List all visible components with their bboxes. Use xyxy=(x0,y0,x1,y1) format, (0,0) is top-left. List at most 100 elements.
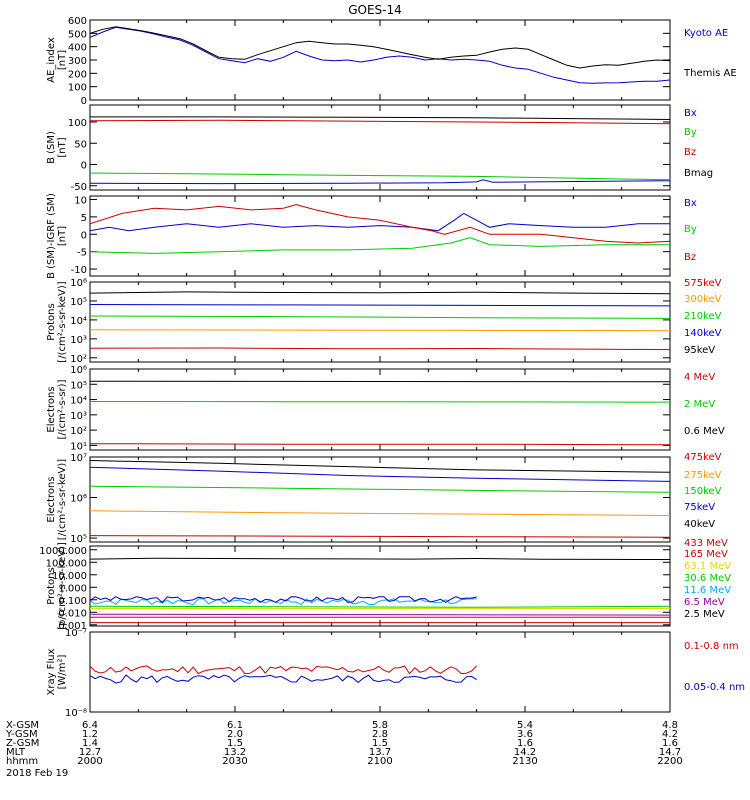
series-line xyxy=(90,443,670,446)
legend-entry: 63.1 MeV xyxy=(684,561,731,572)
y-tick-label: 1000.000 xyxy=(39,546,87,557)
panel-frame xyxy=(89,631,671,713)
footer-row-label: X-GSM xyxy=(6,720,39,731)
legend-entry: 40keV xyxy=(684,519,715,530)
series-line xyxy=(90,535,670,538)
y-tick-label: -5 xyxy=(77,248,87,259)
legend-entry: 4 MeV xyxy=(684,372,715,383)
legend-entry: 575keV xyxy=(684,278,722,289)
y-axis-label: B (SM)-IGRF (SM) xyxy=(46,193,57,279)
legend-entry: Bx xyxy=(684,108,697,119)
footer-value: 1.2 xyxy=(82,729,98,740)
series-line xyxy=(90,315,670,319)
y-tick-label: 500 xyxy=(68,29,87,40)
series-line xyxy=(90,26,670,84)
legend-entry: By xyxy=(684,224,697,235)
footer-date: 2018 Feb 19 xyxy=(6,768,68,779)
series-line xyxy=(90,172,670,181)
footer-value: 5.8 xyxy=(372,720,388,731)
y-axis-label: [/(cm²-s-sr-keV)] xyxy=(57,459,68,540)
y-tick-label: 10⁵ xyxy=(70,380,87,391)
legend-entry: Bz xyxy=(684,147,696,158)
y-tick-label: 10² xyxy=(70,354,87,365)
footer-row-label: hhmm xyxy=(6,756,38,767)
series-line xyxy=(90,510,670,516)
panel-electrons_mev: 10¹ 10² 10³ 10⁴ 10⁵ 10⁶ Electrons [/(cm²-s-sr)]… xyxy=(46,365,725,452)
legend-entry: 475keV xyxy=(684,452,722,463)
legend-entry: 2.5 MeV xyxy=(684,609,725,620)
series-line xyxy=(90,380,670,383)
y-tick-label: 10⁷ xyxy=(70,453,87,464)
panel-xray: 10⁻⁸ 10⁻⁷ Xray Flux [W/m²] 0.1-0.8 nm 0.05-0.… xyxy=(46,628,745,719)
series-line xyxy=(90,237,670,254)
chart-title: GOES-14 xyxy=(348,3,402,17)
series-line xyxy=(90,460,670,473)
y-tick-label: 5 xyxy=(81,213,87,224)
y-tick-label: 10⁶ xyxy=(70,365,87,376)
legend-entry: Bx xyxy=(684,198,697,209)
series-line xyxy=(90,596,477,604)
panel-frame xyxy=(89,281,671,363)
series-line xyxy=(90,605,670,608)
footer-value: 6.4 xyxy=(82,720,98,731)
y-axis-label: Xray Flux xyxy=(46,648,57,695)
legend-entry: 6.5 MeV xyxy=(684,597,725,608)
y-tick-label: 10⁵ xyxy=(70,297,87,308)
legend-entry: Themis AE xyxy=(683,68,737,79)
footer-value: 4.8 xyxy=(662,720,678,731)
series-line xyxy=(90,212,670,232)
series-line xyxy=(90,204,670,244)
legend-entry: Kyoto AE xyxy=(684,28,728,39)
series-line xyxy=(90,329,670,332)
y-tick-label: 0 xyxy=(81,161,87,172)
footer-value: 2.8 xyxy=(372,729,388,740)
y-tick-label: 600 xyxy=(68,16,87,27)
series-line xyxy=(90,26,670,69)
y-axis-label: Electrons xyxy=(46,476,57,522)
footer-row-label: Y-GSM xyxy=(5,729,38,740)
y-axis-label: AE_index xyxy=(46,37,57,83)
y-axis-label: Protons xyxy=(46,303,57,340)
y-axis-label: [nT] xyxy=(57,137,68,157)
footer-value: 13.7 xyxy=(369,747,391,758)
y-tick-label: 50 xyxy=(74,139,87,150)
y-tick-label: 0.100 xyxy=(58,596,87,607)
y-tick-label: 10⁶ xyxy=(70,278,87,289)
legend-entry: 210keV xyxy=(684,311,722,322)
footer-value: 1.6 xyxy=(517,738,533,749)
footer-value: 14.7 xyxy=(659,747,681,758)
footer-value: 1.5 xyxy=(372,738,388,749)
footer-value: 5.4 xyxy=(517,720,533,731)
legend-entry: 0.05-0.4 nm xyxy=(684,682,745,693)
series-line xyxy=(90,119,670,125)
legend-entry: 95keV xyxy=(684,345,715,356)
y-tick-label: 400 xyxy=(68,43,87,54)
series-line xyxy=(90,304,670,307)
y-tick-label: 10⁻⁸ xyxy=(65,708,87,719)
y-tick-label: 100 xyxy=(68,118,87,129)
footer-value: 1.4 xyxy=(82,738,98,749)
y-axis-label: [W/m²] xyxy=(57,654,68,689)
legend-entry: Bz xyxy=(684,252,696,263)
y-tick-label: 0.010 xyxy=(58,608,87,619)
y-axis-label: [/(cm²-s-sr-keV)] xyxy=(57,281,68,362)
footer-value: 2100 xyxy=(367,756,392,767)
y-axis-label: [nT] xyxy=(57,50,68,70)
y-tick-label: 200 xyxy=(68,69,87,80)
y-tick-label: 0 xyxy=(81,230,87,241)
legend-entry: By xyxy=(684,127,697,138)
series-line xyxy=(90,613,670,616)
y-tick-label: 10⁴ xyxy=(70,396,87,407)
footer-value: 12.7 xyxy=(79,747,101,758)
legend-entry: 11.6 MeV xyxy=(684,585,731,596)
panel-bsm: -50 0 50 100 B (SM) [nT] Bx By Bz Bmag xyxy=(46,104,713,193)
series-line xyxy=(90,401,670,403)
footer-value: 1.5 xyxy=(227,738,243,749)
y-tick-label: 10³ xyxy=(70,335,87,346)
series-line xyxy=(90,485,670,493)
y-tick-label: 300 xyxy=(68,56,87,67)
y-tick-label: 10⁴ xyxy=(70,316,87,327)
footer-value: 6.1 xyxy=(227,720,243,731)
footer-value: 14.2 xyxy=(514,747,536,758)
